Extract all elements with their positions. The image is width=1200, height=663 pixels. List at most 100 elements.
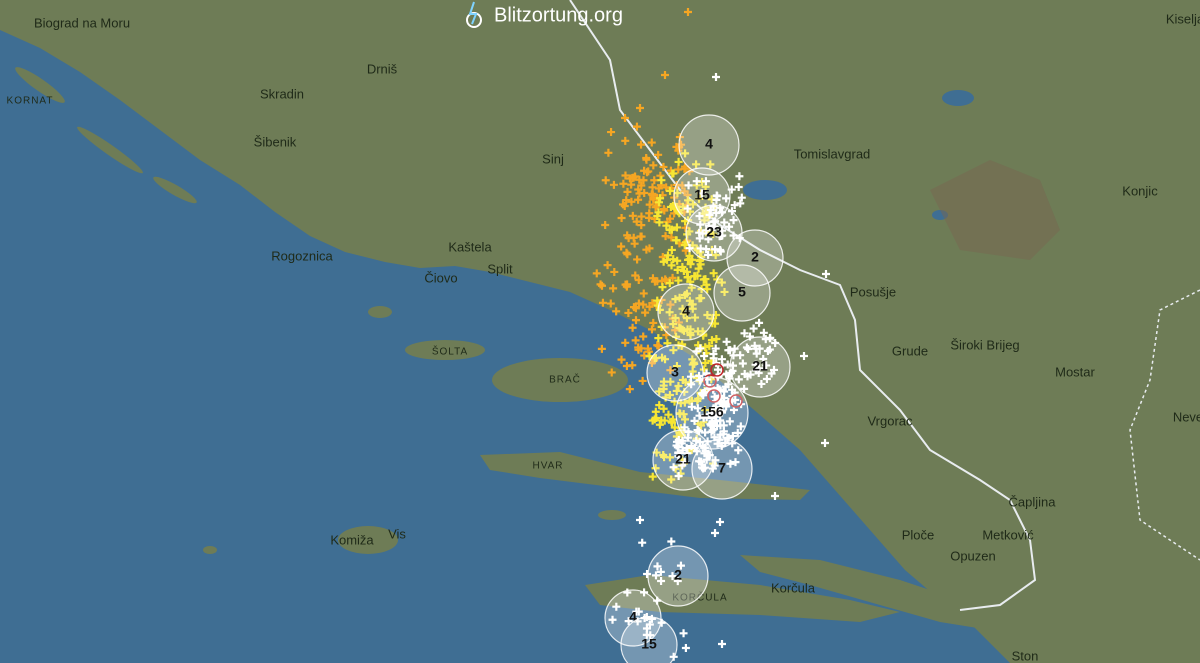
strike (679, 266, 688, 275)
cluster-count: 5 (738, 284, 746, 300)
strike (733, 428, 742, 437)
strike (620, 201, 629, 210)
strike (763, 346, 772, 355)
strike (740, 329, 749, 338)
strike (709, 202, 718, 211)
strike (665, 225, 674, 234)
strike (650, 176, 659, 185)
strike (628, 361, 637, 370)
strike (692, 160, 701, 169)
strike (755, 344, 764, 353)
strike (677, 140, 686, 149)
border (569, 0, 1037, 611)
strike (697, 294, 706, 303)
strike (673, 256, 682, 265)
strike (604, 148, 613, 157)
cluster-count: 15 (641, 636, 657, 652)
strike (661, 355, 670, 364)
strike (632, 122, 641, 131)
strike (658, 283, 667, 292)
strike (713, 365, 722, 374)
strike (737, 193, 746, 202)
strike (665, 453, 674, 462)
strike (706, 160, 715, 169)
strike (680, 398, 689, 407)
strike (681, 149, 690, 158)
strike (664, 410, 673, 419)
strike (597, 281, 606, 290)
strike (734, 182, 743, 191)
strike (709, 354, 718, 363)
strike (674, 382, 683, 391)
strike (623, 250, 632, 259)
strike (623, 187, 632, 196)
strike (744, 344, 753, 353)
strike (718, 640, 726, 648)
strike (685, 244, 694, 253)
strike (642, 155, 651, 164)
place-label: Posušje (850, 284, 896, 299)
strike (621, 136, 630, 145)
lake (743, 180, 787, 200)
strike (693, 396, 702, 405)
island (203, 546, 217, 554)
strike (678, 461, 687, 470)
strike (661, 393, 670, 402)
strike (653, 341, 662, 350)
logo-bolt (468, 1, 478, 25)
strike (672, 441, 681, 450)
strike (633, 255, 642, 264)
strike (716, 518, 724, 526)
strike (631, 304, 640, 313)
strike (654, 150, 663, 159)
cluster-circle (657, 283, 715, 341)
strike (637, 232, 646, 241)
strike (681, 643, 690, 652)
place-label: Mostar (1055, 364, 1095, 379)
strike (609, 180, 618, 189)
strike (717, 278, 726, 287)
strike (659, 162, 668, 171)
cluster-circle (652, 429, 714, 491)
strike (628, 211, 637, 220)
strike (770, 365, 779, 374)
place-label: BRAČ (549, 373, 581, 386)
strike (653, 212, 662, 221)
strike (696, 344, 705, 353)
place-label: Sinj (542, 151, 564, 166)
strike (638, 538, 647, 547)
strike (608, 615, 617, 624)
strike (726, 346, 735, 355)
strike (736, 351, 745, 360)
strike (699, 413, 708, 422)
island (598, 510, 626, 520)
strike (701, 358, 710, 367)
strike (634, 343, 643, 352)
strike (711, 529, 719, 537)
strike (691, 313, 700, 322)
logo: Blitzortung.org (466, 1, 623, 28)
strike (759, 355, 768, 364)
strike (702, 245, 711, 254)
strike (693, 404, 702, 413)
strike (610, 267, 619, 276)
strike (707, 336, 716, 345)
strike (712, 191, 721, 200)
strike (654, 198, 663, 207)
strike (678, 202, 687, 211)
place-label: Korčula (771, 580, 816, 595)
border (1129, 289, 1200, 561)
strike (731, 458, 740, 467)
strike (656, 194, 665, 203)
strike (683, 230, 692, 239)
strike (650, 354, 659, 363)
place-label: Konjic (1122, 183, 1158, 198)
strike (612, 307, 621, 316)
island-kornat (15, 67, 65, 103)
strike (730, 201, 739, 210)
strike (651, 571, 660, 580)
place-label: Tomislavgrad (794, 146, 871, 161)
cluster-count: 2 (751, 249, 759, 265)
strike (644, 347, 653, 356)
strike (697, 189, 706, 198)
